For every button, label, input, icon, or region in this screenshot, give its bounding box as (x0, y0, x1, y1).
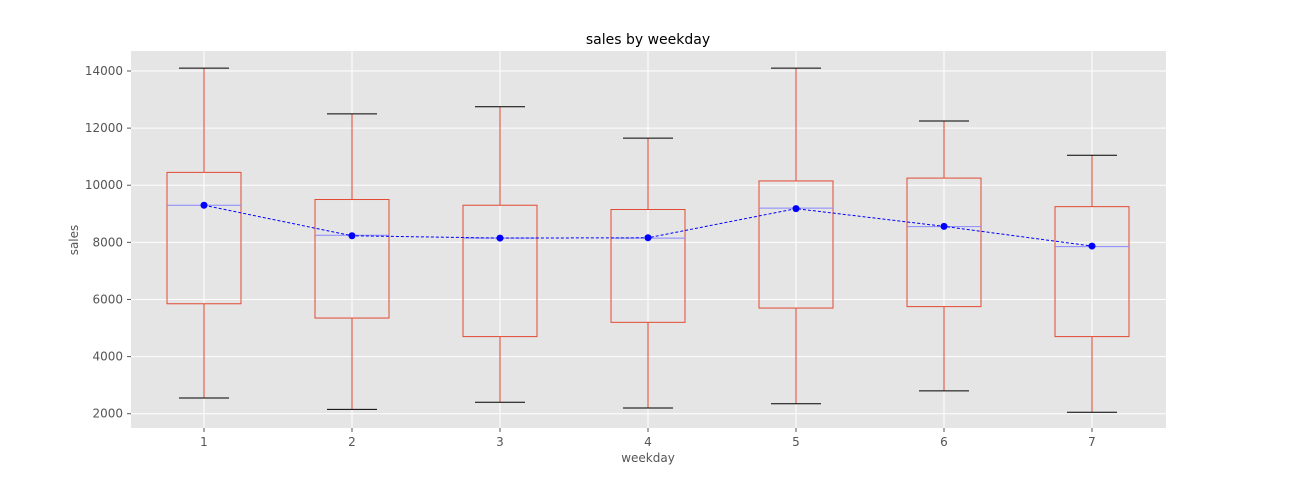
box-3 (462, 106, 538, 403)
box-body (1054, 206, 1130, 338)
box-5 (758, 67, 834, 405)
x-tick-label: 7 (1088, 435, 1096, 449)
x-axis-ticks: 1 2 3 4 5 6 7 (200, 428, 1096, 449)
mean-point (792, 205, 800, 213)
y-tick-label: 2000 (92, 407, 123, 421)
mean-point (496, 234, 504, 242)
x-tick-label: 4 (644, 435, 652, 449)
box-body (166, 171, 242, 305)
box-2 (314, 113, 390, 410)
mean-point (1088, 242, 1096, 250)
chart-title: sales by weekday (586, 32, 710, 48)
y-tick-label: 10000 (85, 178, 123, 192)
y-tick-label: 14000 (85, 64, 123, 78)
y-tick-label: 12000 (85, 121, 123, 135)
box-body (462, 204, 538, 338)
x-tick-label: 5 (792, 435, 800, 449)
y-tick-label: 8000 (92, 235, 123, 249)
box-body (610, 209, 686, 323)
y-tick-label: 6000 (92, 292, 123, 306)
mean-point (644, 234, 652, 242)
x-axis-label: weekday (621, 451, 675, 465)
mean-point (348, 232, 356, 240)
box-body (906, 177, 982, 308)
y-axis-ticks: 2000 4000 6000 8000 10000 12000 14000 (85, 64, 131, 421)
x-tick-label: 6 (940, 435, 948, 449)
x-tick-label: 2 (348, 435, 356, 449)
box-body (758, 180, 834, 309)
box-body (314, 199, 390, 319)
box-4 (610, 137, 686, 409)
x-tick-label: 3 (496, 435, 504, 449)
mean-point (940, 222, 948, 230)
mean-point (200, 201, 208, 209)
mean-series (200, 201, 1096, 250)
y-tick-label: 4000 (92, 350, 123, 364)
x-tick-label: 1 (200, 435, 208, 449)
y-axis-label: sales (67, 225, 81, 256)
box-7 (1054, 154, 1130, 413)
